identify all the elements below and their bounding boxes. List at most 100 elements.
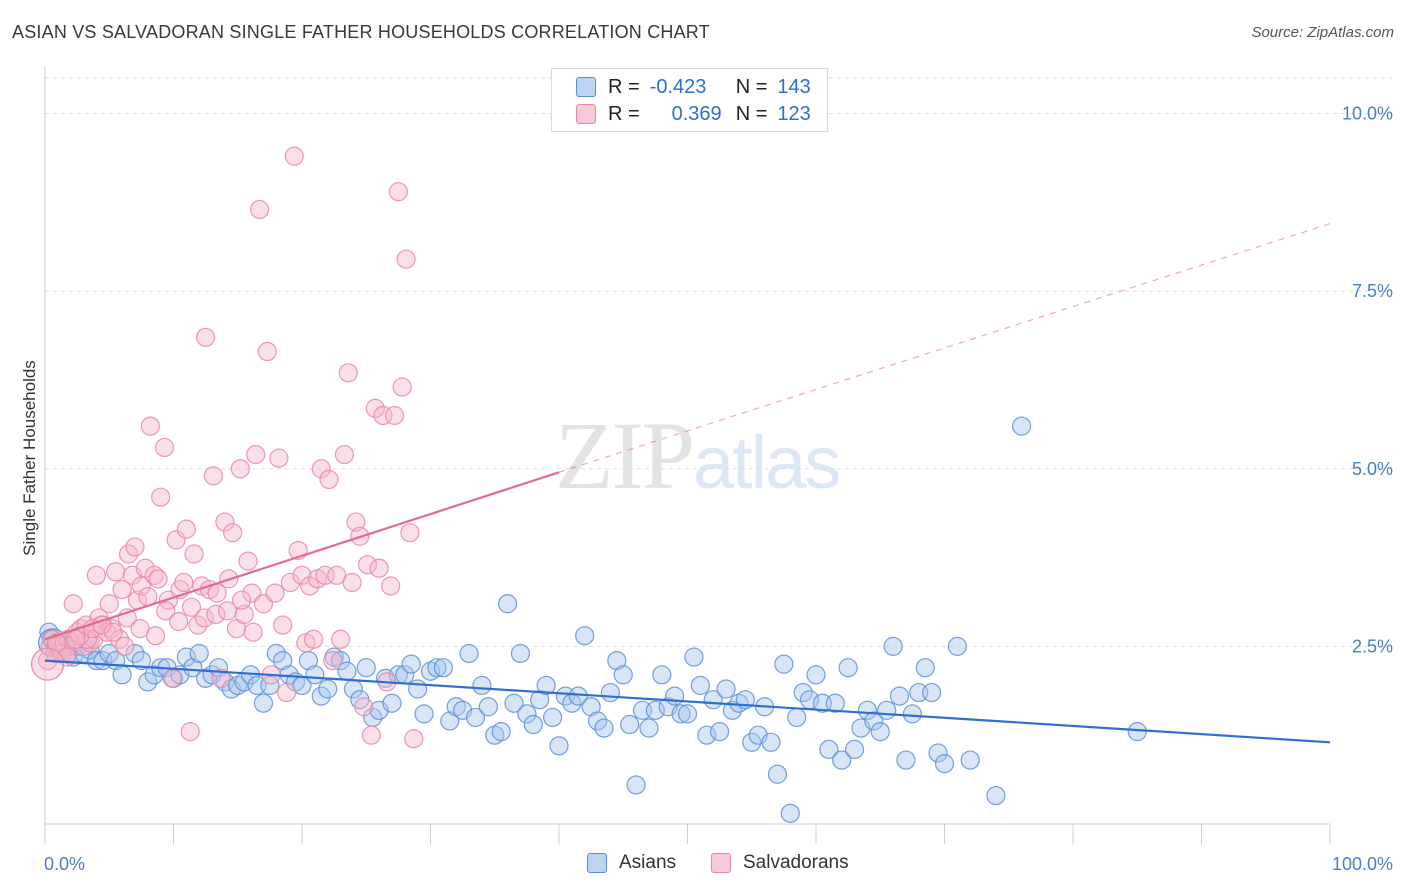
salvadoran-point (196, 327, 216, 347)
salvadoran-point (162, 668, 182, 688)
salvadoran-point (99, 594, 119, 614)
salvadoran-point (338, 363, 358, 383)
asian-point (639, 718, 659, 738)
salvadoran-point (257, 341, 277, 362)
asian-point (838, 658, 858, 678)
asian-point (575, 626, 595, 646)
asian-point (273, 650, 293, 671)
asian-trend-line (44, 659, 1331, 744)
salvadoran-point (181, 597, 202, 617)
correlation-legend: R = -0.423 N = 143 R = 0.369 N = 123 (551, 68, 828, 132)
x-tick-label-min: 0.0% (44, 854, 85, 874)
asian-point (498, 594, 518, 614)
salvadoran-point (300, 576, 320, 596)
asian-point (600, 682, 621, 703)
salvadoran-point (230, 459, 250, 479)
salvadoran-point (206, 604, 226, 625)
asian-point (870, 722, 890, 742)
series-legend-asians[interactable]: Asians (587, 852, 676, 874)
salvadoran-point (384, 405, 405, 426)
salvadoran-point (169, 611, 189, 632)
axes (44, 66, 1331, 844)
salvadoran-point (365, 398, 385, 418)
asian-point (844, 739, 865, 760)
asian-point (594, 718, 614, 738)
asian-point (947, 636, 967, 656)
salvadoran-point (151, 487, 171, 507)
asian-point (877, 700, 897, 720)
trend-lines (44, 223, 1331, 744)
legend-r-label: R = (608, 102, 640, 125)
salvadoran-point (396, 249, 416, 269)
asian-point (305, 665, 325, 685)
salvadoran-point (238, 551, 258, 571)
asian-point (530, 690, 550, 710)
salvadoran-point (184, 544, 204, 564)
asian-point (671, 704, 691, 724)
salvadoran-point (194, 608, 214, 628)
salvadoran-point (346, 512, 366, 532)
asian-point (902, 704, 922, 724)
asian-point (889, 686, 910, 706)
salvadoran-point (388, 182, 408, 202)
salvadoran-point (354, 697, 374, 717)
salvadoran-point (273, 615, 293, 635)
series-legend-salvadorans[interactable]: Salvadorans (711, 852, 849, 874)
asian-point (1127, 722, 1147, 742)
salvadoran-point (211, 668, 231, 688)
salvadoran-point (369, 558, 389, 578)
asian-point (131, 650, 151, 671)
asian-point (1011, 416, 1032, 436)
asian-point (684, 647, 704, 667)
salvadoran-point (125, 537, 145, 557)
salvadoran-trend-line (44, 471, 560, 641)
asian-point (542, 707, 563, 728)
salvadoran-point (269, 448, 289, 468)
asian-point (665, 686, 685, 706)
asian-point (774, 654, 794, 674)
salvadoran-point (400, 523, 420, 543)
salvadoran-point (103, 622, 123, 642)
asian-point (510, 643, 531, 664)
legend-r-value: 0.369 (671, 102, 722, 125)
salvadoran-point (246, 444, 266, 465)
asian-point (677, 704, 698, 724)
asian-point (318, 679, 338, 699)
salvadoran-point (148, 569, 168, 589)
asian-point (414, 704, 434, 724)
salvadoran-point (154, 437, 175, 458)
salvadoran-point (373, 405, 393, 426)
asian-point (330, 650, 351, 671)
salvadoran-point-cluster (30, 647, 65, 681)
asian-point (523, 714, 543, 735)
y-tick-label: 5.0% (1352, 459, 1393, 479)
salvadoran-point (330, 629, 351, 649)
salvadoran-point (311, 459, 331, 479)
salvadoran-point (392, 377, 412, 397)
asian-point (536, 675, 556, 696)
salvadoran-point (334, 444, 355, 465)
asian-point (697, 725, 717, 745)
salvadoran-point (361, 725, 381, 745)
salvadoran-point (63, 594, 83, 614)
asian-point (504, 693, 524, 713)
y-tick-label: 10.0% (1342, 104, 1393, 124)
salvadoran-point (203, 466, 223, 486)
source-credit: Source: ZipAtlas.com (1251, 24, 1394, 41)
salvadoran-point (243, 622, 263, 642)
salvadoran-point (66, 629, 86, 649)
salvadoran-point (342, 572, 362, 593)
asian-point (626, 775, 646, 795)
salvadoran-point (404, 729, 424, 749)
x-tick-label-max: 100.0% (1332, 854, 1393, 874)
series-label-asians: Asians (619, 852, 677, 873)
asian-point (780, 803, 800, 823)
salvadoran-point (323, 650, 343, 671)
asian-point (465, 707, 486, 728)
y-tick-label: 2.5% (1352, 636, 1393, 656)
salvadoran-point (276, 682, 297, 703)
asian-point (960, 750, 980, 770)
asian-point (427, 658, 447, 678)
asian-point (620, 714, 640, 735)
